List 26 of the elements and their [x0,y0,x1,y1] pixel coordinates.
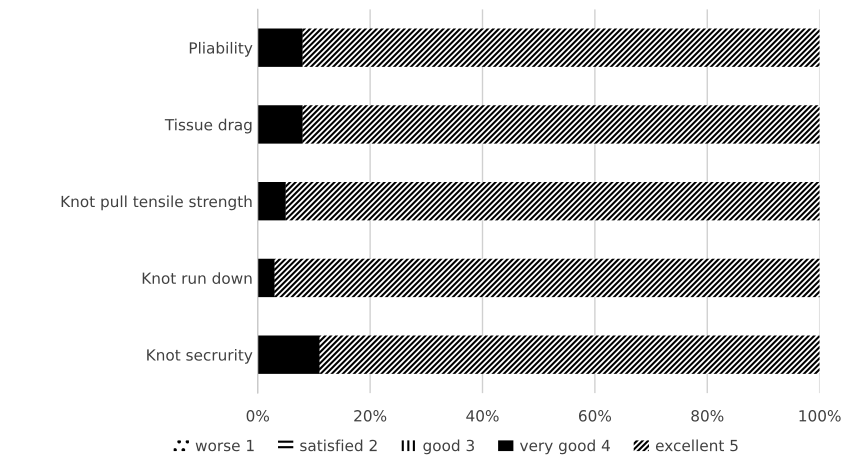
y-tick-label: Tissue drag [164,118,252,134]
y-tick-label: Knot run down [142,272,252,284]
bar [258,105,303,144]
x-tick-label: 100% [799,410,841,422]
bar [302,105,820,144]
legend-label: good 3 [423,439,474,454]
bar [274,258,820,298]
y-tick-label: Knot pull tensile strength [62,195,252,210]
bar [258,258,275,298]
bar [258,28,303,67]
x-tick-label: 60% [578,410,612,422]
bar [258,336,320,374]
y-tick-label: Knot secrurity [147,348,252,364]
bar [320,336,820,374]
bar [302,28,820,67]
bar [258,182,286,220]
legend-label: very good 4 [520,439,610,454]
x-tick-label: 0% [246,410,269,422]
legend-label: satisfied 2 [300,439,377,452]
x-tick-label: 40% [466,410,499,422]
x-tick-label: 20% [354,410,386,422]
legend-label: excellent 5 [656,439,738,452]
x-tick-label: 80% [691,410,724,422]
legend-label: worse 1 [196,440,254,452]
bar [286,182,820,220]
y-tick-label: Pliability [190,42,252,57]
